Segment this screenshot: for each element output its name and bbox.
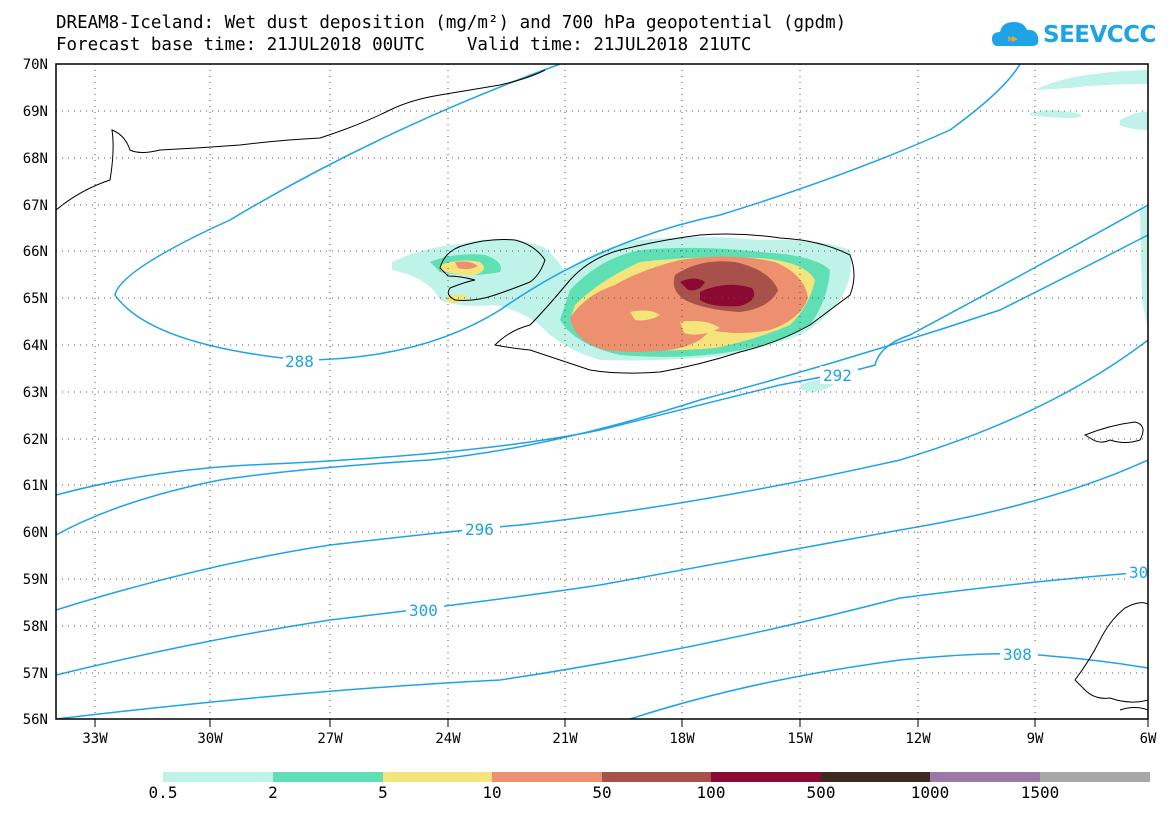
colorbar-label: 500 — [806, 783, 836, 802]
colorbar-swatch — [163, 772, 273, 782]
lon-label: 24W — [435, 731, 461, 747]
lon-label: 12W — [905, 731, 931, 747]
colorbar-label: 2 — [268, 783, 278, 802]
lat-label: 57N — [23, 666, 48, 682]
lon-label: 21W — [552, 731, 578, 747]
colorbar-label: 10 — [482, 783, 502, 802]
lon-label: 18W — [669, 731, 695, 747]
map-plot-area — [56, 64, 1148, 719]
seevccc-logo: SEEVCCC — [990, 16, 1156, 56]
coastline — [56, 69, 1148, 711]
colorbar-swatch — [602, 772, 711, 782]
cloud-icon — [992, 22, 1039, 46]
lat-label: 69N — [23, 104, 48, 120]
colorbar-label: 100 — [696, 783, 726, 802]
colorbar-label: 0.5 — [148, 783, 178, 802]
colorbar-swatch — [711, 772, 821, 782]
geopotential-contours — [56, 64, 1148, 719]
lon-label: 33W — [82, 731, 108, 747]
lat-label: 58N — [23, 619, 48, 635]
lon-label: 6W — [1140, 731, 1157, 747]
colorbar-swatch — [492, 772, 602, 782]
map-title-line1: DREAM8-Iceland: Wet dust deposition (mg/… — [56, 13, 847, 33]
lon-label: 15W — [787, 731, 813, 747]
lat-label: 59N — [23, 572, 48, 588]
logo-text: SEEVCCC — [1043, 22, 1156, 48]
colorbar-swatch — [1040, 772, 1150, 782]
contour-label-308: 308 — [1003, 645, 1032, 664]
lon-label: 30W — [197, 731, 223, 747]
contour-label-296: 296 — [465, 520, 494, 539]
lat-label: 60N — [23, 525, 48, 541]
lon-label: 9W — [1027, 731, 1044, 747]
contour-label-300: 300 — [409, 601, 438, 620]
lat-label: 64N — [23, 338, 48, 354]
colorbar-label: 1500 — [1020, 783, 1060, 802]
lat-label: 65N — [23, 291, 48, 307]
lat-label: 70N — [23, 57, 48, 73]
colorbar-swatch — [821, 772, 930, 782]
colorbar-label: 1000 — [910, 783, 950, 802]
colorbar-swatch — [930, 772, 1040, 782]
colorbar-label: 5 — [378, 783, 388, 802]
lat-label: 66N — [23, 244, 48, 260]
contour-label-288: 288 — [285, 352, 314, 371]
contour-label-292: 292 — [823, 366, 852, 385]
lat-label: 56N — [23, 712, 48, 728]
map-frame — [55, 63, 1149, 720]
contour-label-30: 30 — [1129, 563, 1148, 582]
lat-label: 63N — [23, 385, 48, 401]
lat-label: 67N — [23, 198, 48, 214]
colorbar-swatch — [383, 772, 492, 782]
lat-label: 62N — [23, 432, 48, 448]
dust-deposition-field — [392, 237, 852, 361]
colorbar-swatch — [273, 772, 383, 782]
colorbar-label: 50 — [592, 783, 612, 802]
lat-label: 68N — [23, 151, 48, 167]
colorbar — [163, 772, 1150, 782]
axis-ticks — [94, 719, 1149, 727]
map-title-line2: Forecast base time: 21JUL2018 00UTC Vali… — [56, 35, 752, 55]
map-grid — [56, 64, 1148, 719]
lat-label: 61N — [23, 478, 48, 494]
lon-label: 27W — [317, 731, 343, 747]
